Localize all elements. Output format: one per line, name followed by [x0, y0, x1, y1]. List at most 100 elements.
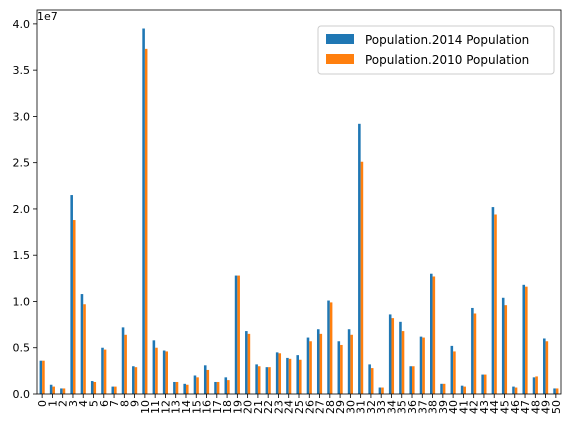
bar-series2-19: [237, 276, 240, 394]
bar-series1-22: [266, 367, 269, 394]
bar-series2-17: [217, 382, 220, 394]
bar-series1-23: [276, 352, 279, 394]
y-tick-label: 3.5: [13, 64, 31, 77]
y-tick-label: 0.5: [13, 342, 31, 355]
bar-series2-23: [278, 353, 281, 394]
bar-series1-1: [50, 385, 53, 394]
bar-series2-29: [340, 345, 343, 394]
bar-series2-8: [124, 335, 127, 394]
bar-series2-15: [196, 377, 199, 394]
bar-series1-21: [255, 364, 258, 394]
y-tick-label: 1.5: [13, 249, 31, 262]
y-tick-label: 1.0: [13, 295, 31, 308]
bar-series2-12: [165, 351, 168, 394]
bar-series2-27: [320, 334, 323, 394]
legend-label: Population.2010 Population: [365, 53, 529, 67]
bar-series1-31: [358, 124, 361, 394]
bar-series2-13: [176, 382, 179, 394]
bar-series2-34: [391, 318, 394, 394]
bar-series1-19: [235, 276, 238, 394]
bar-series1-42: [471, 308, 474, 394]
bar-series2-45: [504, 305, 507, 394]
bar-series2-42: [474, 313, 477, 394]
bar-series2-43: [484, 375, 487, 394]
bar-series2-1: [52, 387, 55, 394]
bar-series2-49: [546, 341, 549, 394]
bar-series2-50: [556, 388, 559, 394]
bar-series1-13: [173, 382, 176, 394]
bar-series1-33: [379, 388, 382, 394]
bar-series1-37: [420, 337, 423, 394]
bar-series1-20: [245, 331, 248, 394]
bar-series2-26: [309, 341, 312, 394]
bar-series1-5: [91, 381, 94, 394]
bar-series2-35: [402, 331, 405, 394]
bar-series2-7: [114, 387, 117, 394]
bar-series2-0: [42, 361, 45, 394]
bar-series2-48: [535, 376, 538, 394]
bar-series2-40: [453, 351, 456, 394]
bar-series2-4: [83, 304, 86, 394]
bar-series2-46: [515, 388, 518, 394]
bar-series1-46: [512, 387, 515, 394]
legend-swatch: [326, 54, 354, 64]
bar-series1-43: [481, 375, 484, 394]
bar-series1-35: [399, 322, 402, 394]
y-axis: 0.00.51.01.52.02.53.03.54.0: [13, 18, 38, 401]
bar-series2-10: [145, 49, 148, 394]
bar-series1-9: [132, 366, 135, 394]
bar-series1-3: [70, 195, 73, 394]
bar-series1-7: [111, 387, 114, 394]
bar-series1-29: [338, 341, 341, 394]
y-tick-label: 0.0: [13, 388, 31, 401]
bar-series1-0: [40, 361, 43, 394]
bar-series1-12: [163, 351, 166, 394]
legend-swatch: [326, 34, 354, 44]
legend-label: Population.2014 Population: [365, 33, 529, 47]
bar-series1-34: [389, 314, 392, 394]
bar-series1-16: [204, 365, 207, 394]
y-tick-label: 2.5: [13, 157, 31, 170]
bar-series2-30: [350, 335, 353, 394]
bar-series2-11: [155, 348, 158, 394]
bar-series1-30: [348, 329, 351, 394]
bar-series1-40: [451, 346, 454, 394]
y-tick-label: 4.0: [13, 18, 31, 31]
bar-series2-39: [443, 384, 446, 394]
y-offset-label: 1e7: [37, 10, 58, 23]
bar-series2-18: [227, 380, 230, 394]
bar-series1-10: [142, 29, 145, 394]
bar-series2-38: [433, 276, 436, 394]
bar-series1-24: [286, 358, 289, 394]
bar-series1-32: [368, 364, 371, 394]
bar-series1-15: [194, 375, 197, 394]
bar-series1-39: [440, 384, 443, 394]
bar-series2-20: [248, 334, 251, 394]
bar-series1-4: [81, 294, 84, 394]
y-tick-label: 3.0: [13, 110, 31, 123]
bar-series2-33: [381, 388, 384, 394]
bar-series2-2: [63, 388, 66, 394]
bar-series2-44: [494, 214, 497, 394]
bar-series1-44: [492, 207, 495, 394]
bar-series1-27: [317, 329, 320, 394]
bar-series1-47: [522, 285, 525, 394]
legend: Population.2014 Population Population.201…: [318, 26, 554, 74]
bar-series1-28: [327, 301, 330, 394]
bar-series1-2: [60, 388, 63, 394]
bar-series2-21: [258, 366, 261, 394]
bar-series1-36: [409, 366, 412, 394]
bar-series2-37: [422, 338, 425, 394]
bar-series1-50: [553, 388, 556, 394]
bar-series1-25: [296, 355, 299, 394]
bar-series1-11: [153, 340, 156, 394]
bar-series2-5: [94, 382, 97, 394]
bar-series1-26: [307, 338, 310, 394]
bar-series2-31: [361, 162, 364, 394]
bar-series2-25: [299, 360, 302, 394]
bar-series2-32: [371, 368, 374, 394]
bar-series1-38: [430, 274, 433, 394]
bar-series2-28: [330, 302, 333, 394]
bar-series1-8: [122, 327, 125, 394]
